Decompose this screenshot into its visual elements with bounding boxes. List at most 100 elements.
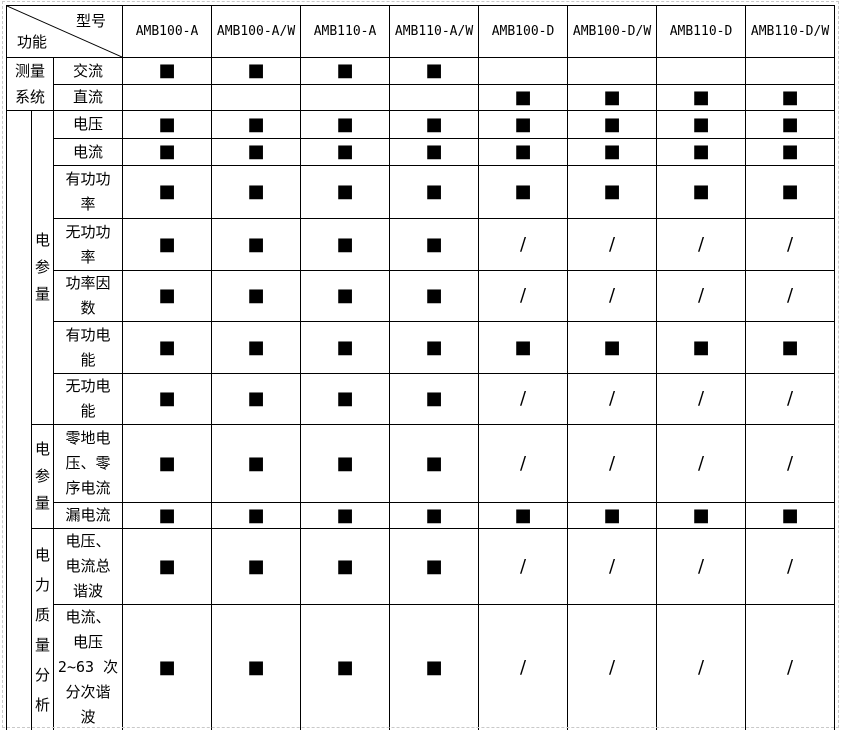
- support-cell: ■: [122, 604, 213, 730]
- support-cell: ■: [478, 110, 569, 139]
- group-label-electrical-parameters-2: 电 参 量: [31, 424, 54, 529]
- feature-label: 功率因 数: [52, 270, 124, 322]
- support-cell: ■: [478, 165, 569, 219]
- support-cell: ■: [300, 604, 391, 730]
- model-column-header: AMB110-D: [656, 5, 747, 58]
- function-header-label: 功能: [17, 33, 48, 51]
- feature-label: 无功电 能: [52, 373, 124, 425]
- support-cell: /: [567, 373, 658, 425]
- model-column-header: AMB110-A: [300, 5, 391, 58]
- support-cell: /: [478, 373, 569, 425]
- support-cell: ■: [656, 110, 747, 139]
- support-cell: ■: [300, 110, 391, 139]
- support-cell: ■: [211, 321, 302, 374]
- feature-label: 电流: [52, 138, 124, 166]
- support-cell: ■: [211, 528, 302, 605]
- support-cell: /: [567, 604, 658, 730]
- support-cell: /: [656, 270, 747, 322]
- support-cell: ■: [567, 110, 658, 139]
- support-cell: ■: [745, 110, 836, 139]
- support-cell: ■: [567, 321, 658, 374]
- model-column-header: AMB100-D: [478, 5, 569, 58]
- support-cell: ■: [745, 165, 836, 219]
- support-cell: /: [478, 528, 569, 605]
- support-cell: [478, 57, 569, 85]
- support-cell: /: [745, 373, 836, 425]
- support-cell: ■: [656, 84, 747, 111]
- empty-spacer-column: [6, 110, 32, 730]
- model-column-header: AMB110-D/W: [745, 5, 836, 58]
- support-cell: [389, 84, 480, 111]
- model-column-header: AMB100-A/W: [211, 5, 302, 58]
- diagonal-divider: [7, 6, 122, 57]
- support-cell: ■: [478, 502, 569, 529]
- support-cell: ■: [389, 270, 480, 322]
- support-cell: ■: [300, 424, 391, 503]
- support-cell: /: [567, 424, 658, 503]
- support-cell: ■: [389, 502, 480, 529]
- feature-label: 电流、 电压 2~63 次 分次谐 波: [52, 604, 124, 730]
- support-cell: ■: [211, 57, 302, 85]
- support-cell: /: [567, 218, 658, 271]
- support-cell: ■: [567, 138, 658, 166]
- support-cell: /: [567, 528, 658, 605]
- support-cell: [656, 57, 747, 85]
- support-cell: /: [656, 218, 747, 271]
- support-cell: ■: [211, 110, 302, 139]
- support-cell: /: [478, 270, 569, 322]
- model-header-label: 型号: [76, 12, 107, 30]
- support-cell: /: [478, 218, 569, 271]
- support-cell: ■: [745, 84, 836, 111]
- support-cell: ■: [300, 502, 391, 529]
- support-cell: ■: [389, 57, 480, 85]
- support-cell: ■: [745, 321, 836, 374]
- feature-label: 有功功 率: [52, 165, 124, 219]
- corner-header-cell: 型号 功能: [5, 5, 124, 58]
- support-cell: ■: [745, 502, 836, 529]
- support-cell: ■: [211, 138, 302, 166]
- support-cell: ■: [122, 57, 213, 85]
- support-cell: /: [745, 604, 836, 730]
- feature-label: 电压: [52, 110, 124, 139]
- support-cell: ■: [389, 528, 480, 605]
- support-cell: ■: [300, 218, 391, 271]
- support-cell: [300, 84, 391, 111]
- support-cell: ■: [122, 373, 213, 425]
- support-cell: ■: [300, 57, 391, 85]
- support-cell: ■: [122, 138, 213, 166]
- support-cell: ■: [300, 321, 391, 374]
- support-cell: ■: [656, 165, 747, 219]
- support-cell: /: [567, 270, 658, 322]
- support-cell: ■: [300, 138, 391, 166]
- support-cell: /: [745, 528, 836, 605]
- support-cell: ■: [122, 502, 213, 529]
- support-cell: /: [745, 424, 836, 503]
- model-column-header: AMB100-A: [122, 5, 213, 58]
- support-cell: ■: [211, 270, 302, 322]
- feature-label: 有功电 能: [52, 321, 124, 374]
- feature-label: 电压、 电流总 谐波: [52, 528, 124, 605]
- support-cell: ■: [211, 502, 302, 529]
- support-cell: [567, 57, 658, 85]
- support-cell: ■: [122, 218, 213, 271]
- support-cell: ■: [211, 604, 302, 730]
- support-cell: ■: [389, 165, 480, 219]
- support-cell: [122, 84, 213, 111]
- support-cell: ■: [122, 321, 213, 374]
- support-cell: /: [656, 424, 747, 503]
- support-cell: ■: [478, 138, 569, 166]
- support-cell: ■: [300, 528, 391, 605]
- feature-label: 零地电 压、零 序电流: [52, 424, 124, 503]
- support-cell: ■: [300, 270, 391, 322]
- support-cell: ■: [300, 373, 391, 425]
- model-column-header: AMB100-D/W: [567, 5, 658, 58]
- support-cell: /: [745, 270, 836, 322]
- support-cell: ■: [656, 321, 747, 374]
- support-cell: ■: [122, 165, 213, 219]
- feature-comparison-table: 型号 功能 AMB100-A AMB100-A/W AMB110-A AMB11…: [5, 5, 836, 730]
- support-cell: /: [478, 604, 569, 730]
- support-cell: /: [656, 528, 747, 605]
- support-cell: ■: [122, 528, 213, 605]
- support-cell: ■: [389, 321, 480, 374]
